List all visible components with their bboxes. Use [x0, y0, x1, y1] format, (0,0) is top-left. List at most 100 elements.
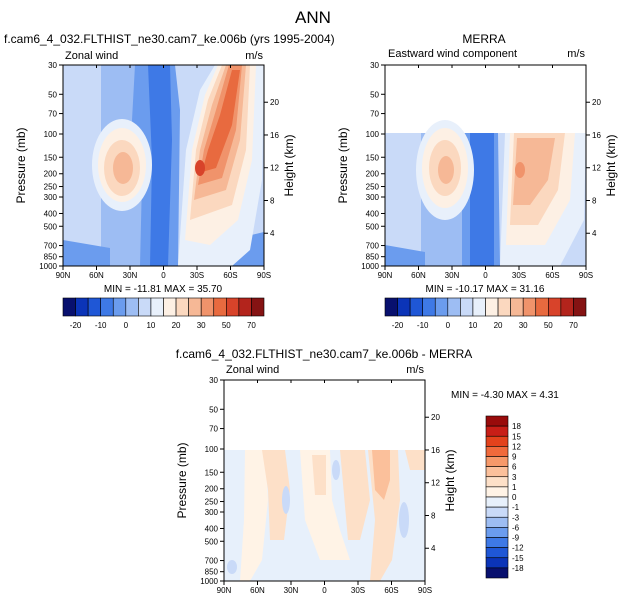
y-axis-label: Pressure (mb)	[175, 442, 189, 518]
colorbar-swatch	[485, 527, 509, 538]
pressure-tick-label: 30	[209, 376, 218, 385]
colorbar-swatch	[485, 456, 509, 467]
units-label-model: m/s	[245, 50, 263, 62]
colorbar-label: -9	[512, 534, 520, 543]
height-tick-label: 8	[270, 196, 275, 205]
pressure-tick-label: 500	[44, 222, 58, 231]
colorbar-swatch	[434, 297, 449, 317]
pressure-tick-label: 300	[44, 193, 58, 202]
panel-diff: f.cam6_4_032.FLTHIST_ne30.cam7_ke.006b -…	[175, 347, 559, 595]
y-axis-label: Pressure (mb)	[14, 127, 28, 203]
pressure-tick-label: 500	[366, 222, 380, 231]
units-label-diff: m/s	[406, 364, 424, 376]
pressure-tick-label: 70	[209, 425, 218, 434]
colorbar-label: -18	[512, 564, 524, 573]
colorbar-swatch	[510, 297, 524, 317]
colorbar-swatch	[548, 297, 562, 317]
pressure-tick-label: 250	[44, 183, 58, 192]
height-tick-label: 8	[431, 511, 436, 520]
pressure-tick-label: 1000	[200, 577, 218, 586]
height-tick-label: 20	[431, 413, 440, 422]
height-tick-label: 12	[592, 164, 601, 173]
lat-tick-label: 0	[322, 586, 327, 595]
colorbar-swatch	[62, 297, 76, 317]
case-title-obs: MERRA	[462, 32, 505, 46]
colorbar-swatch	[188, 297, 202, 317]
colorbar-label: 10	[146, 321, 155, 330]
variable-label-obs: Eastward wind component	[388, 48, 517, 60]
colorbar-label: 30	[519, 321, 528, 330]
colorbar-label: 15	[512, 432, 521, 441]
colorbar-label: 20	[494, 321, 503, 330]
case-title-model: f.cam6_4_032.FLTHIST_ne30.cam7_ke.006b (…	[4, 32, 335, 46]
colorbar-swatch	[75, 297, 89, 317]
colorbar-swatch	[485, 466, 509, 478]
colorbar-swatch	[447, 297, 461, 317]
pressure-tick-label: 700	[44, 242, 58, 251]
colorbar-label: -6	[512, 523, 520, 532]
pressure-tick-label: 50	[209, 405, 218, 414]
colorbar-label: 18	[512, 422, 521, 431]
colorbar-label: 50	[222, 321, 231, 330]
colorbar-label: -20	[392, 321, 404, 330]
lat-tick-label: 60S	[384, 586, 398, 595]
lat-tick-label: 90N	[56, 271, 71, 280]
height-tick-label: 4	[270, 229, 275, 238]
y-axis-label: Pressure (mb)	[336, 127, 350, 203]
colorbar-label: 9	[512, 453, 517, 462]
colorbar-swatch	[125, 297, 139, 317]
colorbar-label: 12	[512, 442, 521, 451]
pressure-tick-label: 200	[44, 170, 58, 179]
colorbar-label: 10	[468, 321, 477, 330]
colorbar-swatch	[560, 297, 574, 317]
height-tick-label: 12	[270, 164, 279, 173]
colorbar-swatch	[460, 297, 474, 317]
colorbar-label: -10	[417, 321, 429, 330]
lat-tick-label: 60N	[411, 271, 426, 280]
height-tick-label: 8	[592, 196, 597, 205]
colorbar-swatch	[485, 425, 509, 437]
colorbar-swatch	[138, 297, 152, 317]
lat-tick-label: 30N	[284, 586, 299, 595]
colorbar-swatch	[251, 297, 265, 317]
lat-tick-label: 0	[483, 271, 488, 280]
lat-tick-label: 0	[161, 271, 166, 280]
lat-tick-label: 30S	[351, 586, 365, 595]
pressure-tick-label: 70	[370, 110, 379, 119]
colorbar-swatch	[497, 297, 511, 317]
colorbar-label: -3	[512, 513, 520, 522]
pressure-tick-label: 300	[205, 508, 219, 517]
pressure-tick-label: 300	[366, 193, 380, 202]
colorbar-swatch	[397, 297, 411, 317]
colorbar-swatch	[522, 297, 537, 317]
colorbar-label: 30	[197, 321, 206, 330]
pressure-tick-label: 150	[44, 153, 58, 162]
colorbar-swatch	[87, 297, 101, 317]
pressure-tick-label: 50	[48, 90, 57, 99]
colorbar-swatch	[485, 557, 509, 569]
contour-field-diff	[224, 380, 425, 581]
colorbar-swatch	[200, 297, 215, 317]
pressure-tick-label: 250	[366, 183, 380, 192]
colorbar-label: 70	[247, 321, 256, 330]
lat-tick-label: 90S	[579, 271, 593, 280]
colorbar-label: 20	[172, 321, 181, 330]
stats-obs: MIN = -10.17 MAX = 31.16	[426, 284, 545, 295]
pressure-tick-label: 100	[44, 130, 58, 139]
colorbar-swatch	[213, 297, 227, 317]
colorbar-label: 6	[512, 463, 517, 472]
pressure-tick-label: 70	[48, 110, 57, 119]
pressure-tick-label: 50	[370, 90, 379, 99]
colorbar-model: -20 -10 0 10 20 30 50 70	[62, 297, 265, 330]
pressure-tick-label: 30	[370, 61, 379, 70]
colorbar-label: 0	[446, 321, 451, 330]
height-tick-label: 4	[592, 229, 597, 238]
colorbar-swatch	[485, 547, 509, 559]
pressure-tick-label: 150	[366, 153, 380, 162]
colorbar-swatch	[485, 567, 509, 579]
stats-diff: MIN = -4.30 MAX = 4.31	[451, 390, 559, 401]
lat-tick-label: 30N	[445, 271, 460, 280]
